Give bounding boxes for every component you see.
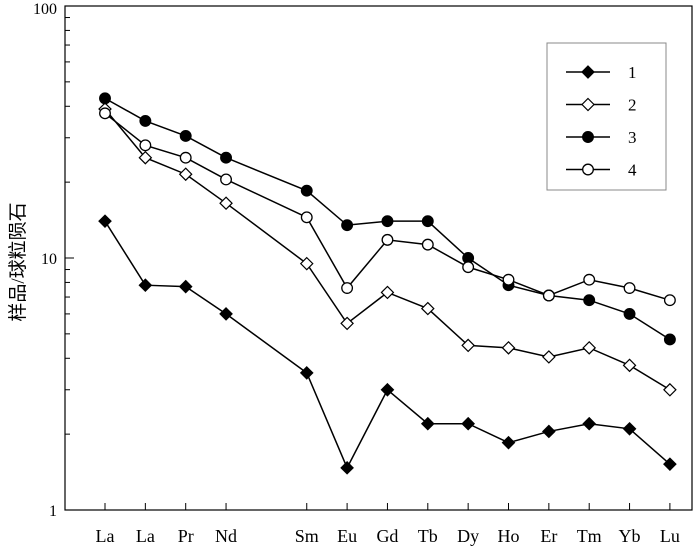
- data-point: [178, 167, 193, 182]
- data-point: [381, 233, 394, 246]
- y-tick-label: 10: [41, 251, 57, 268]
- data-point: [421, 215, 434, 228]
- data-point: [98, 214, 112, 229]
- data-point: [542, 424, 556, 439]
- data-point: [139, 114, 152, 127]
- data-point: [461, 416, 475, 431]
- data-point: [663, 382, 677, 397]
- y-axis-label: 样品/球粒陨石: [7, 202, 29, 321]
- x-tick-label: La: [96, 526, 115, 546]
- data-point: [299, 366, 314, 380]
- series-4: [99, 107, 676, 307]
- data-point: [138, 278, 153, 293]
- x-tick-label: Yb: [619, 526, 641, 546]
- data-point: [623, 282, 636, 294]
- data-point: [340, 460, 354, 475]
- data-point: [663, 294, 676, 307]
- data-point: [340, 316, 354, 331]
- data-point: [502, 273, 515, 286]
- x-tick-label: Er: [540, 526, 557, 546]
- data-point: [462, 261, 475, 274]
- legend-marker: [581, 65, 595, 79]
- data-point: [663, 457, 677, 472]
- data-point: [542, 289, 555, 302]
- series-line: [104, 108, 671, 391]
- data-point: [501, 435, 516, 450]
- x-tick-label: Nd: [215, 526, 237, 546]
- legend-label: 3: [628, 128, 637, 147]
- data-point: [381, 215, 394, 228]
- legend-label: 1: [628, 63, 637, 82]
- data-point: [380, 285, 395, 300]
- data-point: [220, 173, 233, 186]
- x-tick-label: Sm: [295, 526, 319, 546]
- data-point: [622, 358, 637, 373]
- x-tick-label: Pr: [178, 526, 194, 546]
- data-point: [663, 333, 676, 346]
- data-point: [219, 196, 233, 211]
- data-point: [99, 92, 111, 105]
- y-tick-label: 100: [33, 1, 57, 18]
- data-point: [420, 301, 435, 316]
- x-tick-label: Ho: [498, 526, 520, 546]
- axes: 1 10 100 La La Pr Nd Sm Eu Gd Tb Dy Ho Er Tm Yb Lu 样品/球粒陨…: [7, 1, 693, 546]
- x-tick-label: Gd: [376, 526, 398, 546]
- series-layer: [98, 92, 677, 475]
- data-point: [501, 341, 516, 355]
- legend-marker: [582, 131, 594, 143]
- data-point: [341, 282, 354, 294]
- data-point: [582, 341, 597, 355]
- x-tick-label: La: [136, 526, 155, 546]
- data-point: [582, 416, 597, 431]
- data-point: [179, 130, 192, 142]
- legend-marker: [582, 163, 594, 176]
- data-point: [421, 238, 434, 251]
- data-point: [583, 273, 596, 286]
- data-point: [461, 338, 475, 353]
- legend-label: 4: [628, 161, 637, 180]
- legend: 1 2 3 4: [546, 42, 667, 191]
- series-1: [98, 214, 677, 475]
- data-point: [623, 307, 636, 320]
- x-tick-label: Eu: [337, 526, 357, 546]
- legend-marker: [581, 97, 595, 112]
- data-point: [300, 184, 313, 197]
- data-point: [139, 139, 152, 152]
- x-tick-label: Tb: [418, 526, 438, 546]
- series-line: [104, 97, 671, 341]
- data-point: [380, 382, 395, 397]
- series-line: [104, 220, 671, 470]
- data-point: [138, 150, 153, 165]
- series-2: [98, 102, 677, 397]
- legend-box: [546, 42, 667, 191]
- data-point: [99, 107, 111, 120]
- data-point: [178, 279, 193, 294]
- x-tick-label: Dy: [457, 526, 479, 546]
- data-point: [341, 219, 354, 232]
- data-point: [420, 416, 435, 431]
- legend-label: 2: [628, 96, 637, 115]
- data-point: [179, 151, 192, 164]
- x-tick-label: Tm: [577, 526, 602, 546]
- data-point: [220, 151, 233, 164]
- data-point: [300, 211, 313, 224]
- y-tick-label: 1: [49, 503, 57, 520]
- data-point: [622, 421, 637, 436]
- series-line: [104, 112, 671, 301]
- x-tick-label: Lu: [660, 526, 680, 546]
- data-point: [542, 350, 556, 364]
- data-point: [219, 307, 233, 321]
- data-point: [299, 256, 314, 271]
- data-point: [583, 294, 596, 307]
